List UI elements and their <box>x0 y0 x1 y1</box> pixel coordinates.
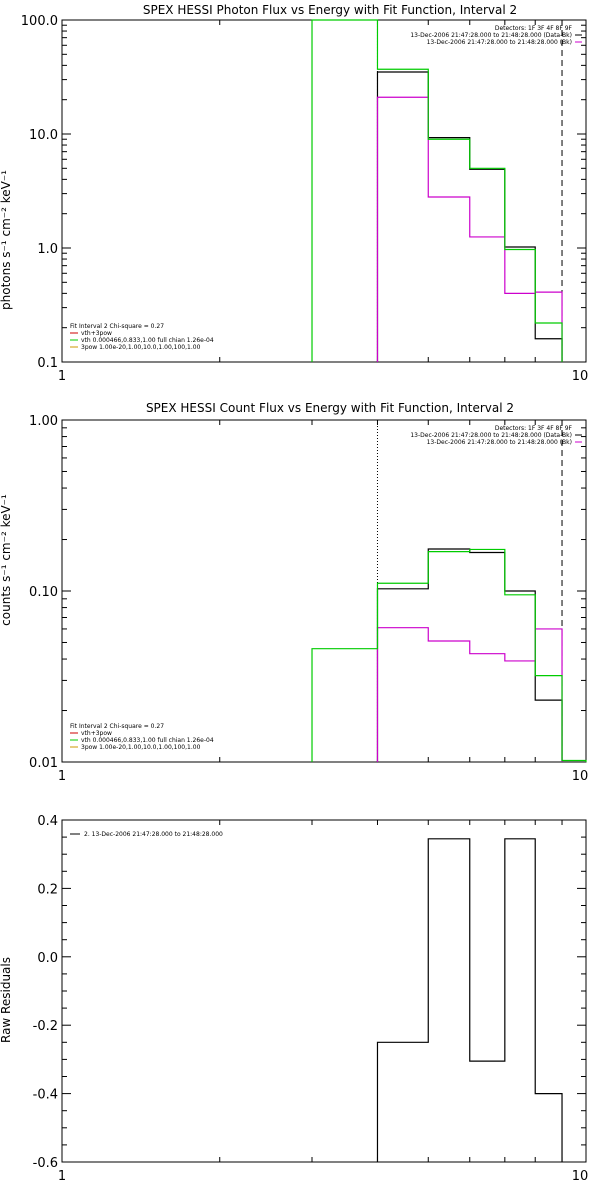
legend-entry: vth 0.000466,0.833,1.00 full chian 1.26e… <box>81 737 214 744</box>
count-flux-panel: SPEX HESSI Count Flux vs Energy with Fit… <box>0 401 588 784</box>
chart-title: SPEX HESSI Photon Flux vs Energy with Fi… <box>143 3 517 17</box>
legend-entry: vth 0.000466,0.833,1.00 full chian 1.26e… <box>81 337 214 344</box>
y-tick-label: -0.4 <box>33 1088 58 1103</box>
x-tick-label: 1 <box>58 1169 66 1184</box>
legend-entry: 3pow 1.00e-20,1.00,10.0,1.00,100,1.00 <box>81 344 201 351</box>
legend-entry: vth+3pow <box>81 330 112 337</box>
legend-entry: Detectors: 1F 3F 4F 8F 9F <box>495 425 573 432</box>
legend-entry: 13-Dec-2006 21:47:28.000 to 21:48:28.000… <box>427 439 572 446</box>
plot-area: 1 10 0.01 0.10 1.00 Detectors: 1F 3F 4F 8F 9F… <box>29 414 588 784</box>
plot-area: 1 10 -0.6 -0.4 -0.2 0.0 0.2 0.4 2. 13-Dec-2006 2… <box>33 814 589 1184</box>
x-tick-label: 10 <box>572 769 589 784</box>
series-line <box>376 627 563 762</box>
y-tick-label: 1.00 <box>29 414 58 429</box>
series-line <box>376 548 563 762</box>
series-line <box>376 71 563 362</box>
y-tick-label: -0.6 <box>33 1156 58 1171</box>
series-line <box>376 838 563 1162</box>
legend-entry: 3pow 1.00e-20,1.00,10.0,1.00,100,1.00 <box>81 744 201 751</box>
legend-entry: 13-Dec-2006 21:47:28.000 to 21:48:28.000… <box>427 39 572 46</box>
y-tick-label: 10.0 <box>29 128 58 143</box>
x-tick-label: 1 <box>58 769 66 784</box>
legend-entry: 2. 13-Dec-2006 21:47:28.000 to 21:48:28.… <box>84 831 223 838</box>
residuals-panel: Raw Residuals 1 10 -0.6 -0.4 -0.2 0.0 0.2 0.4 2.… <box>0 814 588 1184</box>
series-line <box>311 548 587 762</box>
x-tick-label: 1 <box>58 369 66 384</box>
legend-entry: 13-Dec-2006 21:47:28.000 to 21:48:28.000… <box>410 432 572 439</box>
plot-area: 1 10 0.1 1.0 10.0 100.0 Detectors: 1F 3F 4F 8F… <box>21 14 588 384</box>
y-tick-label: 100.0 <box>21 14 58 29</box>
y-tick-label: 0.4 <box>37 814 58 829</box>
y-tick-label: -0.2 <box>33 1019 58 1034</box>
y-tick-label: 0.01 <box>29 756 58 771</box>
legend-entry: 13-Dec-2006 21:47:28.000 to 21:48:28.000… <box>410 32 572 39</box>
legend-entry: Fit Interval 2 Chi-square = 0.27 <box>70 323 164 330</box>
y-tick-label: 1.0 <box>37 242 58 257</box>
photon-flux-panel: SPEX HESSI Photon Flux vs Energy with Fi… <box>0 3 588 384</box>
legend-entry: Fit Interval 2 Chi-square = 0.27 <box>70 723 164 730</box>
plot-frame <box>61 819 587 1163</box>
y-axis-label: Raw Residuals <box>0 957 13 1043</box>
series-line <box>311 19 563 362</box>
y-tick-label: 0.0 <box>37 951 58 966</box>
y-tick-label: 0.2 <box>37 882 58 897</box>
legend-entry: vth+3pow <box>81 730 112 737</box>
legend-entry: Detectors: 1F 3F 4F 8F 9F <box>495 25 573 32</box>
y-axis-label: photons s⁻¹ cm⁻² keV⁻¹ <box>0 170 13 310</box>
y-tick-label: 0.10 <box>29 585 58 600</box>
chart-title: SPEX HESSI Count Flux vs Energy with Fit… <box>146 401 514 415</box>
y-tick-label: 0.1 <box>37 356 58 371</box>
x-tick-label: 10 <box>572 369 589 384</box>
y-axis-label: counts s⁻¹ cm⁻² keV⁻¹ <box>0 494 13 626</box>
series-line <box>376 96 563 362</box>
x-tick-label: 10 <box>572 1169 589 1184</box>
plot-frame <box>61 19 587 363</box>
